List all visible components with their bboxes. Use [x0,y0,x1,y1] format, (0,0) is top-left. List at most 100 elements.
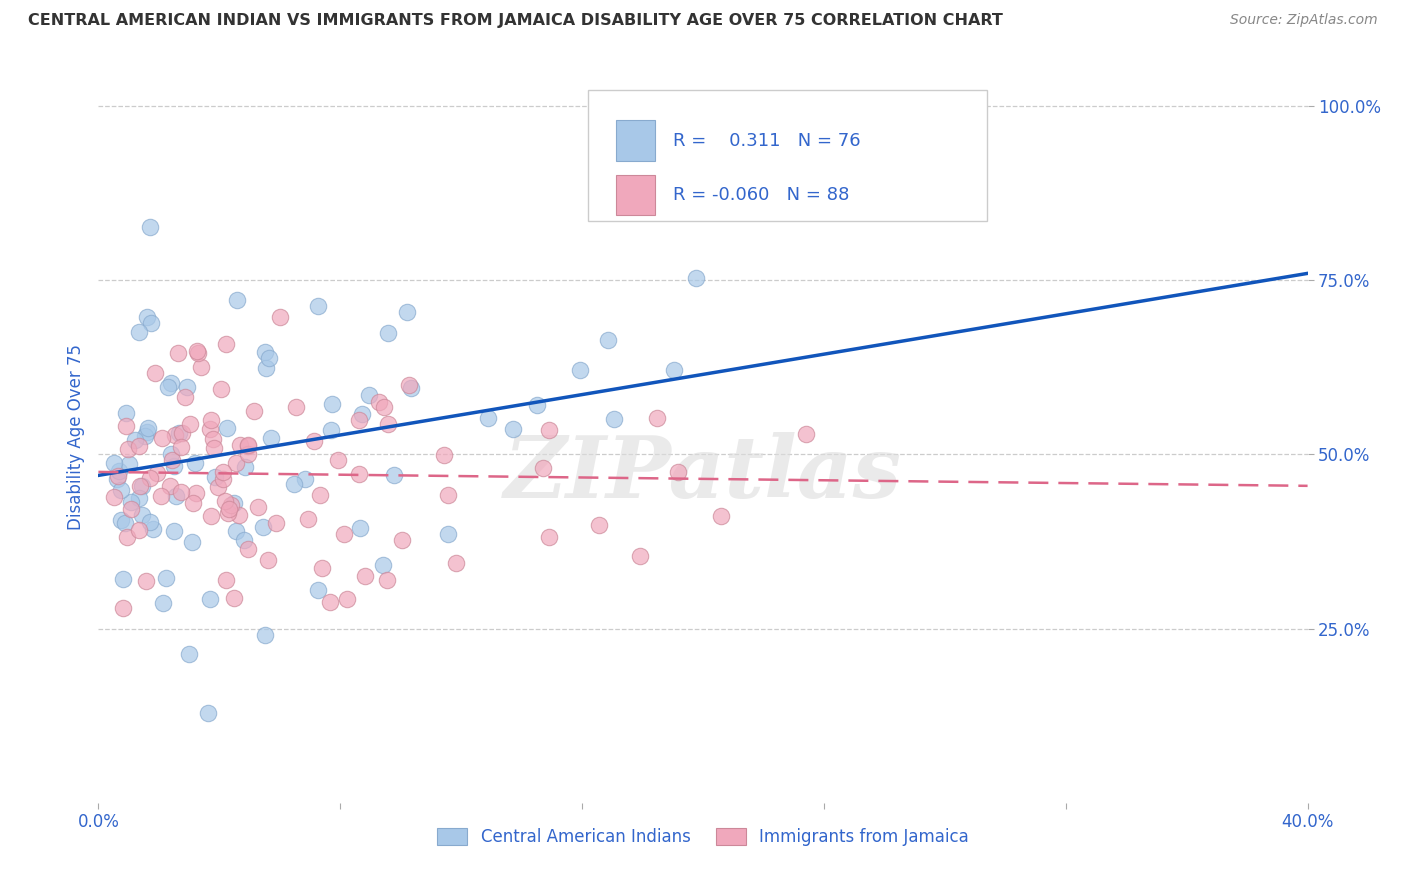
Point [269,310,291,324]
Point [214,336,236,351]
Point [209,382,232,396]
Point [105,472,128,486]
Point [217,506,239,520]
Point [139,316,162,330]
Text: Source: ZipAtlas.com: Source: ZipAtlas.com [1230,13,1378,28]
Point [190,359,212,374]
Point [252,520,274,534]
Point [187,346,209,360]
Point [169,485,191,500]
Point [159,479,181,493]
Point [142,522,165,536]
Point [184,456,207,470]
Point [219,499,242,513]
FancyBboxPatch shape [588,89,987,221]
Point [135,425,157,439]
Point [179,647,201,661]
Point [254,345,277,359]
Point [437,526,460,541]
Point [228,437,250,451]
Point [136,310,159,325]
Point [214,493,236,508]
Point [477,410,499,425]
Point [603,412,626,426]
Text: ZIPatlas: ZIPatlas [503,432,903,516]
Point [128,491,150,505]
Point [297,512,319,526]
Point [531,461,554,475]
Point [129,479,152,493]
Point [228,508,250,522]
Point [683,185,706,199]
Point [110,513,132,527]
Point [368,394,391,409]
Point [110,483,132,498]
Point [537,530,560,544]
Point [260,431,283,445]
Point [131,508,153,522]
Point [233,459,256,474]
Bar [616,120,655,161]
Point [224,591,246,606]
Point [628,549,651,564]
Point [302,434,325,448]
Point [120,501,142,516]
Point [165,489,187,503]
Point [207,480,229,494]
Point [256,553,278,567]
Point [384,468,406,483]
Point [294,472,316,486]
Point [198,592,221,607]
Point [225,524,247,538]
Point [103,456,125,470]
Point [138,471,160,485]
Point [308,488,330,502]
Point [307,299,329,313]
Point [180,534,202,549]
Point [354,568,377,582]
Point [319,423,342,437]
Point [169,440,191,454]
Point [359,388,381,402]
Point [163,524,186,539]
Point [685,270,707,285]
Point [211,472,233,486]
Point [243,404,266,418]
Point [173,390,195,404]
Point [311,560,333,574]
Point [212,465,235,479]
Point [253,628,276,642]
Point [165,427,187,442]
Point [115,530,138,544]
Point [318,595,340,609]
Point [167,425,190,440]
Point [238,541,260,556]
Point [150,490,173,504]
Point [373,400,395,414]
Point [347,413,370,427]
Point [103,491,125,505]
Point [349,521,371,535]
Point [186,486,208,500]
Point [232,533,254,547]
Point [666,466,689,480]
Point [112,601,135,615]
Point [596,333,619,347]
Point [823,132,845,146]
Point [391,533,413,548]
Point [336,591,359,606]
Point [215,574,238,588]
Point [225,456,247,470]
Point [436,488,458,502]
Point [326,453,349,467]
Point [266,516,288,531]
Point [257,351,280,365]
Point [204,470,226,484]
Point [399,381,422,395]
Point [200,509,222,524]
Point [128,439,150,453]
Point [181,496,204,510]
Point [710,509,733,524]
Point [135,574,157,588]
Point [124,434,146,448]
